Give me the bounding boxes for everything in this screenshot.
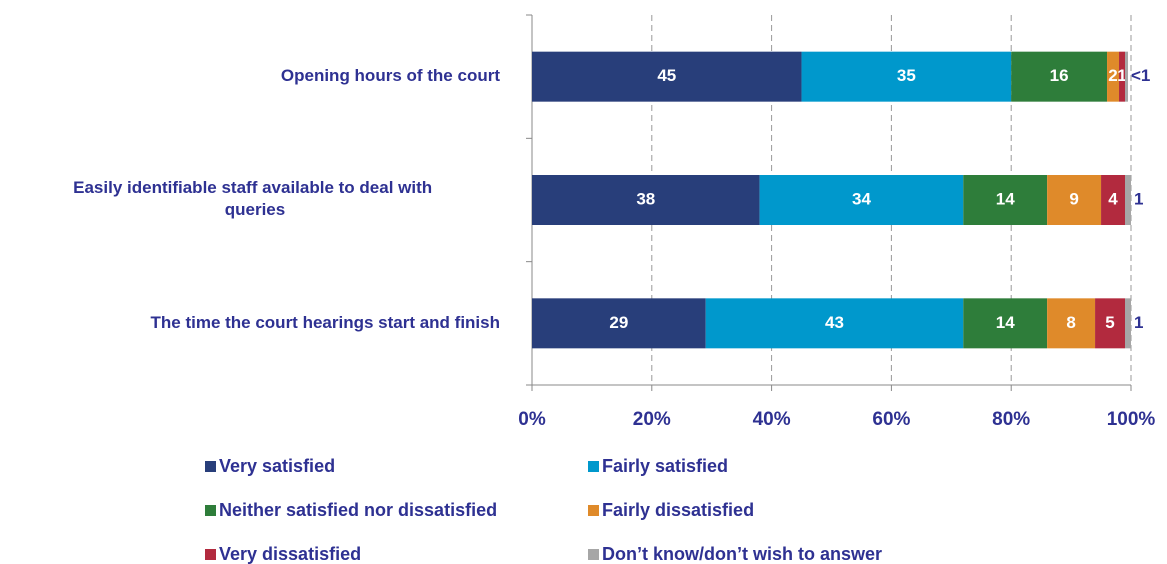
bar-segment	[1125, 298, 1131, 349]
data-label: 8	[1066, 313, 1075, 332]
data-label: 35	[897, 66, 916, 85]
data-label: 43	[825, 313, 844, 332]
category-label: Easily identifiable staff available to d…	[73, 178, 437, 219]
x-tick-label: 0%	[518, 409, 546, 430]
x-tick-label: 80%	[992, 409, 1030, 430]
bar-segment	[1107, 51, 1120, 102]
data-label: <1	[1131, 66, 1150, 85]
category-label: The time the court hearings start and fi…	[151, 313, 501, 332]
data-label: 5	[1105, 313, 1114, 332]
bar-segment	[1125, 175, 1131, 225]
legend-swatch	[205, 461, 216, 472]
bar-segment	[963, 298, 1048, 349]
legend-swatch	[205, 505, 216, 516]
data-label: 1	[1134, 189, 1143, 208]
bar-segment	[801, 51, 1012, 102]
legend-label: Fairly dissatisfied	[602, 500, 754, 520]
legend-swatch	[588, 549, 599, 560]
category-label: Opening hours of the court	[281, 66, 500, 85]
bar-segment	[532, 175, 760, 225]
data-label: 2	[1108, 66, 1117, 85]
bar-segment	[532, 298, 706, 349]
bar-segment	[532, 51, 802, 102]
bar-segment	[1101, 175, 1126, 225]
data-label: 38	[636, 189, 655, 208]
bar-segment	[1095, 298, 1126, 349]
data-label: 9	[1069, 189, 1078, 208]
bar-segment	[963, 175, 1048, 225]
legend-label: Very dissatisfied	[219, 544, 361, 564]
legend-swatch	[588, 461, 599, 472]
bar-segment	[705, 298, 964, 349]
bar-segment	[1119, 51, 1126, 102]
data-label: 34	[852, 189, 871, 208]
data-label: 29	[609, 313, 628, 332]
x-tick-label: 20%	[633, 409, 671, 430]
legend-swatch	[588, 505, 599, 516]
legend-label: Very satisfied	[219, 456, 335, 476]
data-label: 1	[1134, 313, 1143, 332]
legend-label: Fairly satisfied	[602, 456, 728, 476]
bar-segment	[1011, 51, 1108, 102]
x-tick-label: 100%	[1107, 409, 1156, 430]
bar-segment	[1125, 51, 1129, 102]
data-label: 4	[1108, 189, 1118, 208]
data-label: 45	[657, 66, 676, 85]
x-tick-label: 40%	[753, 409, 791, 430]
x-tick-label: 60%	[872, 409, 910, 430]
bar-segment	[1047, 175, 1102, 225]
bar-segment	[1047, 298, 1096, 349]
legend-label: Neither satisfied nor dissatisfied	[219, 500, 497, 520]
legend-swatch	[205, 549, 216, 560]
legend-label: Don’t know/don’t wish to answer	[602, 544, 882, 564]
data-label: 16	[1050, 66, 1069, 85]
data-label: 14	[996, 189, 1015, 208]
data-label: 1	[1117, 66, 1126, 85]
bar-segment	[759, 175, 964, 225]
data-label: 14	[996, 313, 1015, 332]
